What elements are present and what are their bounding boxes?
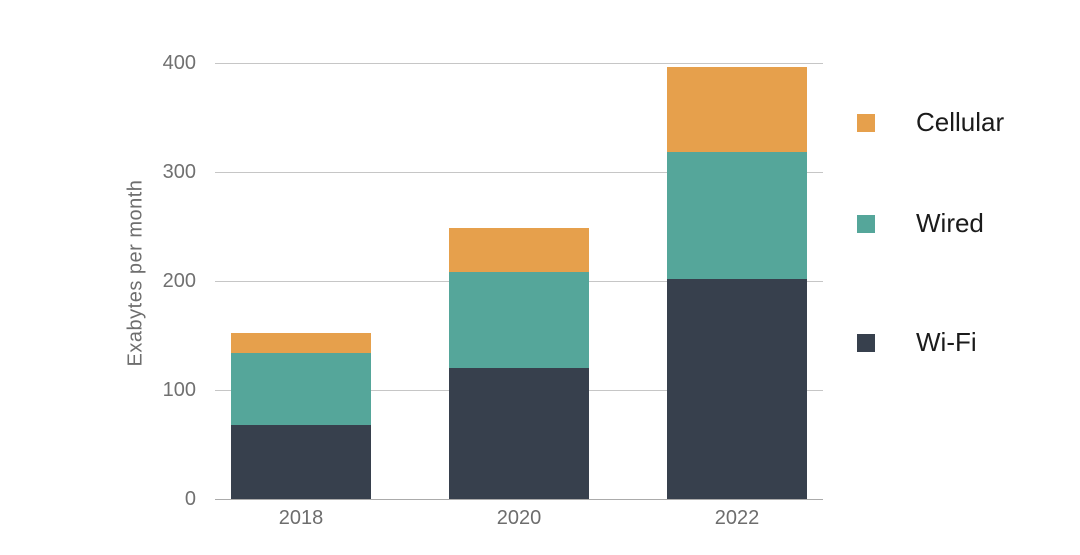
bar-2020-wired-segment xyxy=(449,272,589,369)
x-tick-label-2022: 2022 xyxy=(714,507,760,529)
gridline-400 xyxy=(215,63,823,64)
bar-2022-wi-fi-segment xyxy=(667,278,807,499)
y-tick-label-400: 400 xyxy=(162,52,196,74)
legend-swatch-wired xyxy=(857,214,875,233)
plot-area xyxy=(215,63,823,500)
y-tick-label-0: 0 xyxy=(184,488,196,510)
legend-label: Wi-Fi xyxy=(916,327,977,357)
bar-2020-wi-fi-segment xyxy=(449,368,589,499)
bar-2022-cellular-segment xyxy=(667,67,807,153)
legend-label: Wired xyxy=(916,208,984,238)
bar-2018-cellular-segment xyxy=(231,333,371,353)
bar-2022-wired-segment xyxy=(667,152,807,279)
legend-label: Cellular xyxy=(916,107,1005,137)
bar-2020 xyxy=(449,227,589,499)
y-tick-label-200: 200 xyxy=(162,270,196,292)
bar-2018-wi-fi-segment xyxy=(231,424,371,499)
bar-2018-wired-segment xyxy=(231,352,371,425)
bar-2022 xyxy=(667,67,807,499)
legend-item-cellular: Cellular xyxy=(857,107,1004,138)
legend-swatch-cellular xyxy=(857,113,875,132)
y-tick-label-300: 300 xyxy=(162,161,196,183)
legend-swatch-wi-fi xyxy=(857,333,875,352)
bar-2020-cellular-segment xyxy=(449,227,589,273)
legend-item-wi-fi: Wi-Fi xyxy=(857,327,977,358)
y-tick-label-100: 100 xyxy=(162,379,196,401)
bar-2018 xyxy=(231,333,371,499)
x-tick-label-2018: 2018 xyxy=(278,507,324,529)
legend-item-wired: Wired xyxy=(857,208,984,239)
gridline-300 xyxy=(215,172,823,173)
x-axis-line xyxy=(215,499,823,500)
x-tick-label-2020: 2020 xyxy=(496,507,542,529)
